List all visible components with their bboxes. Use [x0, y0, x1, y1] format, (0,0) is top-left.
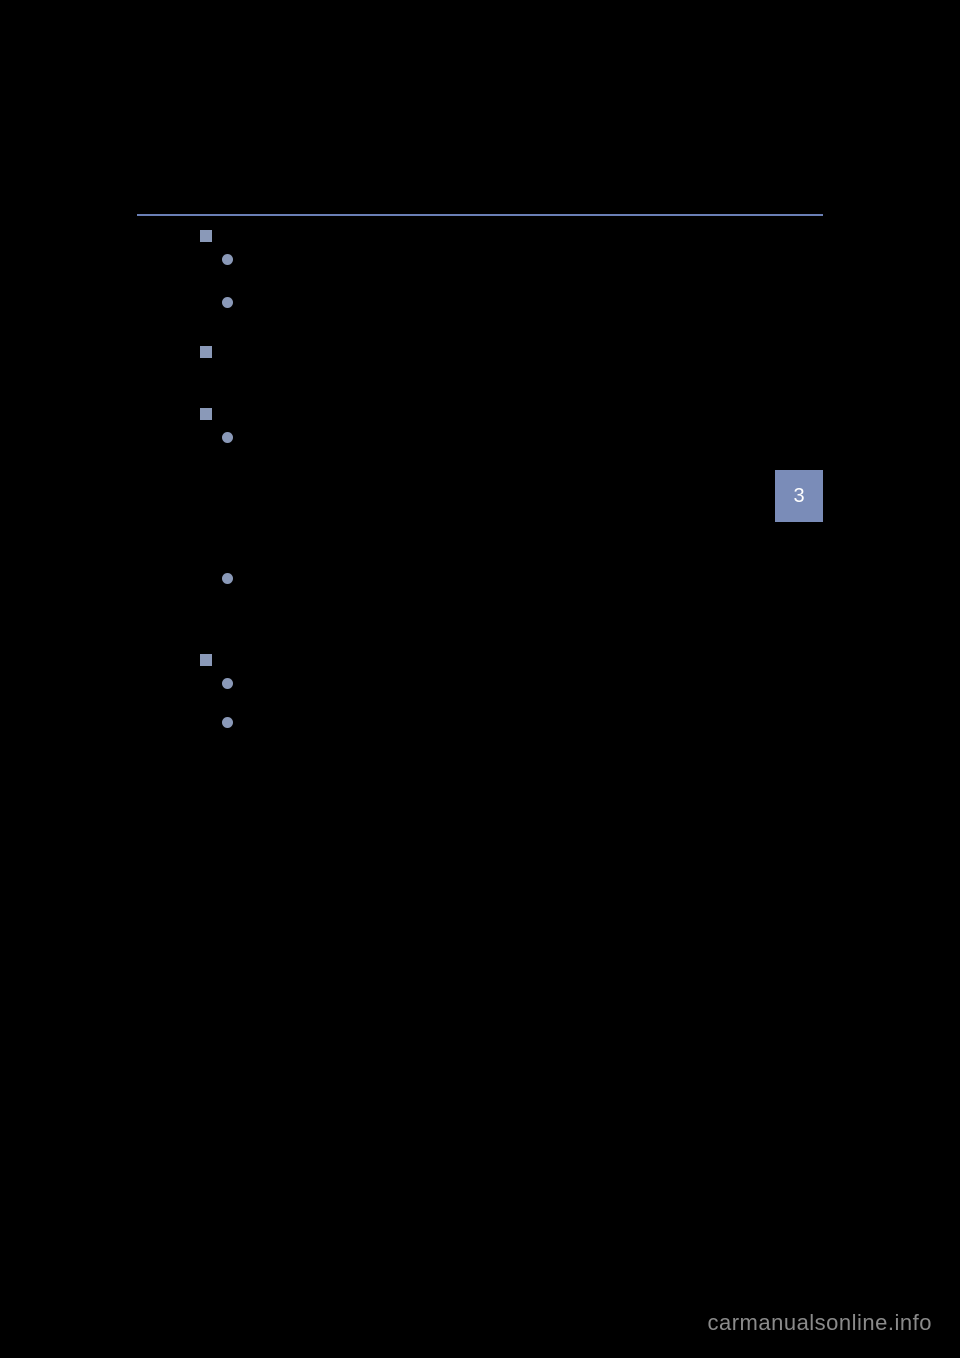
bullet-item [222, 676, 780, 689]
content-area [200, 228, 780, 746]
square-bullet-icon [200, 230, 212, 242]
section-3 [200, 406, 780, 584]
bullet-item [222, 571, 780, 584]
circle-bullet-icon [222, 297, 233, 308]
bullet-item [222, 252, 780, 265]
header-rule [137, 214, 823, 216]
bullet-item [222, 715, 780, 728]
section-2 [200, 344, 780, 358]
section-1 [200, 228, 780, 308]
circle-bullet-icon [222, 432, 233, 443]
section-tab-label: 3 [793, 485, 804, 508]
section-tab: 3 [775, 470, 823, 522]
section-2-header [200, 344, 780, 358]
document-page: 3 carmanualsonline.info [0, 0, 960, 1358]
square-bullet-icon [200, 408, 212, 420]
circle-bullet-icon [222, 678, 233, 689]
circle-bullet-icon [222, 717, 233, 728]
bullet-item [222, 295, 780, 308]
section-1-header [200, 228, 780, 242]
circle-bullet-icon [222, 573, 233, 584]
section-4 [200, 652, 780, 728]
circle-bullet-icon [222, 254, 233, 265]
watermark-text: carmanualsonline.info [707, 1310, 932, 1336]
square-bullet-icon [200, 654, 212, 666]
section-3-header [200, 406, 780, 420]
bullet-item [222, 430, 780, 443]
square-bullet-icon [200, 346, 212, 358]
section-4-header [200, 652, 780, 666]
